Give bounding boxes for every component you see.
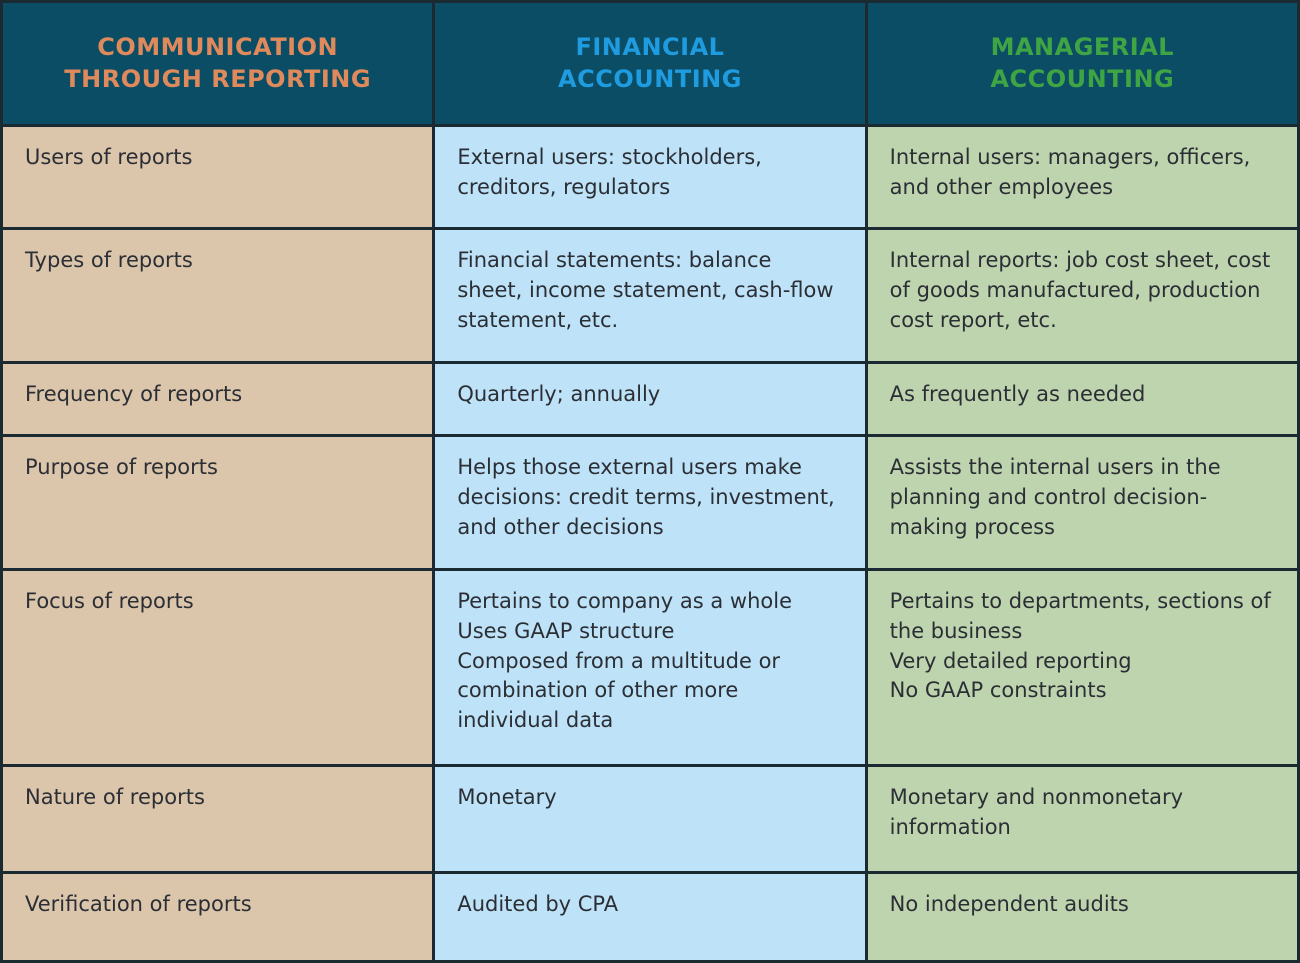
financial-cell-users-of-reports: External users: stockholders, creditors,… [435, 127, 865, 227]
financial-cell-nature-of-reports: Monetary [435, 767, 865, 871]
column-header-managerial-accounting: MANAGERIAL ACCOUNTING [867, 3, 1297, 124]
financial-cell-frequency-of-reports: Quarterly; annually [435, 364, 865, 434]
row-label-types-of-reports: Types of reports [3, 230, 433, 361]
managerial-cell-types-of-reports: Internal reports: job cost sheet, cost o… [867, 230, 1297, 361]
row-label-nature-of-reports: Nature of reports [3, 767, 433, 871]
column-header-financial-accounting: FINANCIAL ACCOUNTING [435, 3, 865, 124]
financial-cell-purpose-of-reports: Helps those external users make decision… [435, 437, 865, 568]
managerial-cell-verification-of-reports: No independent audits [867, 874, 1297, 960]
row-label-users-of-reports: Users of reports [3, 127, 433, 227]
managerial-cell-nature-of-reports: Monetary and nonmonetary information [867, 767, 1297, 871]
row-label-frequency-of-reports: Frequency of reports [3, 364, 433, 434]
managerial-cell-users-of-reports: Internal users: managers, officers, and … [867, 127, 1297, 227]
managerial-cell-focus-of-reports: Pertains to departments, sections of the… [867, 571, 1297, 764]
financial-cell-types-of-reports: Financial statements: balance sheet, inc… [435, 230, 865, 361]
row-label-purpose-of-reports: Purpose of reports [3, 437, 433, 568]
row-label-focus-of-reports: Focus of reports [3, 571, 433, 764]
row-label-verification-of-reports: Verification of reports [3, 874, 433, 960]
financial-cell-verification-of-reports: Audited by CPA [435, 874, 865, 960]
managerial-cell-purpose-of-reports: Assists the internal users in the planni… [867, 437, 1297, 568]
column-header-communication-through-reporting: COMMUNICATION THROUGH REPORTING [3, 3, 433, 124]
managerial-cell-frequency-of-reports: As frequently as needed [867, 364, 1297, 434]
financial-cell-focus-of-reports: Pertains to company as a whole Uses GAAP… [435, 571, 865, 764]
